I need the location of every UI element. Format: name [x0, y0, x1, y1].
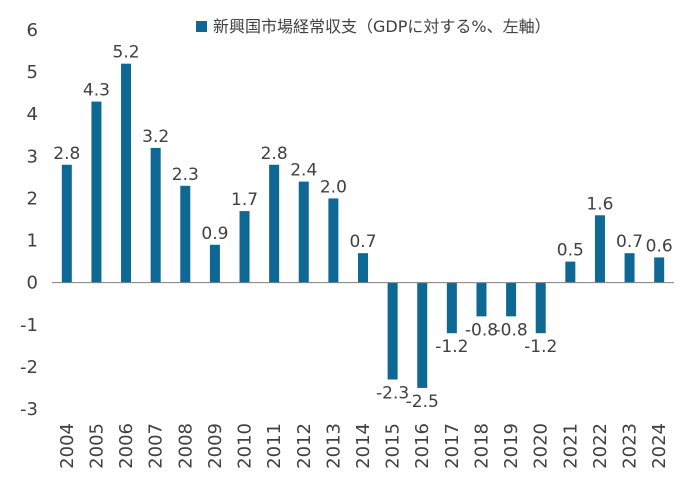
x-tick-label-2005: 2005	[86, 423, 107, 469]
data-label-2017: -1.2	[435, 337, 468, 357]
data-label-2012: 2.4	[290, 161, 317, 181]
data-label-2010: 1.7	[231, 190, 258, 210]
x-tick-label-2008: 2008	[175, 423, 196, 469]
bar-2010	[239, 211, 250, 283]
data-label-2006: 5.2	[113, 43, 140, 63]
x-tick-label-2014: 2014	[353, 423, 374, 469]
x-tick-label-2009: 2009	[205, 423, 226, 469]
bar-2014	[358, 253, 368, 283]
x-tick-label-2007: 2007	[146, 423, 167, 469]
bar-2024	[654, 257, 665, 283]
data-label-2023: 0.7	[616, 232, 643, 252]
data-label-2011: 2.8	[261, 144, 288, 164]
data-label-2004: 2.8	[53, 144, 80, 164]
bar-2016	[417, 282, 428, 388]
x-tick-label-2010: 2010	[235, 423, 256, 469]
bar-2015	[387, 282, 398, 380]
legend-label: 新興国市場経常収支（GDPに対する%、左軸）	[213, 17, 551, 36]
x-tick-label-2013: 2013	[323, 423, 344, 469]
data-label-2013: 2.0	[320, 177, 347, 197]
data-label-2007: 3.2	[142, 127, 169, 147]
bar-2004	[61, 164, 72, 283]
x-tick-label-2006: 2006	[116, 423, 137, 469]
bar-2013	[328, 198, 339, 283]
x-tick-label-2012: 2012	[294, 423, 315, 469]
bar-2012	[298, 181, 309, 283]
data-label-2015: -2.3	[376, 384, 409, 404]
data-label-2024: 0.6	[646, 236, 673, 256]
data-labels: 2.84.35.23.22.30.91.72.82.42.00.7-2.3-2.…	[53, 43, 672, 412]
bar-2021	[565, 261, 576, 283]
bar-2022	[594, 215, 605, 283]
bar-2018	[476, 282, 487, 317]
bar-2008	[180, 185, 191, 283]
bars	[61, 63, 665, 388]
x-tick-label-2016: 2016	[412, 423, 433, 469]
x-tick-label-2017: 2017	[442, 423, 463, 469]
bar-2005	[91, 101, 102, 283]
bar-2009	[209, 244, 220, 283]
data-label-2021: 0.5	[557, 241, 584, 261]
x-tick-label-2021: 2021	[560, 423, 581, 469]
x-axis-ticks: 2004 2005 2006 2007 2008 2009 2010 2011 2012 2013…	[57, 423, 670, 469]
bar-2011	[269, 164, 280, 283]
x-tick-label-2023: 2023	[620, 423, 641, 469]
bar-2023	[624, 253, 635, 283]
y-tick-label: -2	[20, 357, 38, 378]
y-tick-label: 5	[27, 62, 38, 83]
data-label-2020: -1.2	[524, 337, 557, 357]
bar-2007	[150, 147, 161, 283]
y-tick-label: 3	[27, 146, 38, 167]
x-tick-label-2004: 2004	[57, 423, 78, 469]
legend: 新興国市場経常収支（GDPに対する%、左軸）	[196, 17, 551, 36]
y-tick-label: -1	[20, 315, 38, 336]
x-tick-label-2024: 2024	[649, 423, 670, 469]
x-tick-label-2018: 2018	[471, 423, 492, 469]
y-tick-label: 4	[27, 104, 38, 125]
y-tick-label: 0	[27, 273, 38, 294]
bar-2006	[121, 63, 132, 283]
data-label-2019: -0.8	[495, 320, 528, 340]
data-label-2005: 4.3	[83, 81, 110, 101]
bar-2017	[446, 282, 457, 334]
x-tick-label-2019: 2019	[501, 423, 522, 469]
data-label-2014: 0.7	[349, 232, 376, 252]
bar-2019	[506, 282, 517, 317]
x-tick-label-2011: 2011	[264, 423, 285, 469]
bar-2020	[535, 282, 546, 334]
data-label-2018: -0.8	[465, 320, 498, 340]
y-tick-label: 6	[27, 20, 38, 41]
x-tick-label-2022: 2022	[590, 423, 611, 469]
data-label-2009: 0.9	[201, 224, 228, 244]
x-tick-label-2020: 2020	[531, 423, 552, 469]
y-axis-ticks: 6 5 4 3 2 1 0 -1 -2 -3	[20, 20, 38, 420]
data-label-2022: 1.6	[586, 194, 613, 214]
data-label-2016: -2.5	[406, 392, 439, 412]
legend-swatch	[196, 21, 207, 32]
y-tick-label: 1	[27, 231, 38, 252]
data-label-2008: 2.3	[172, 165, 199, 185]
y-tick-label: 2	[27, 188, 38, 209]
y-tick-label: -3	[20, 399, 38, 420]
x-tick-label-2015: 2015	[383, 423, 404, 469]
